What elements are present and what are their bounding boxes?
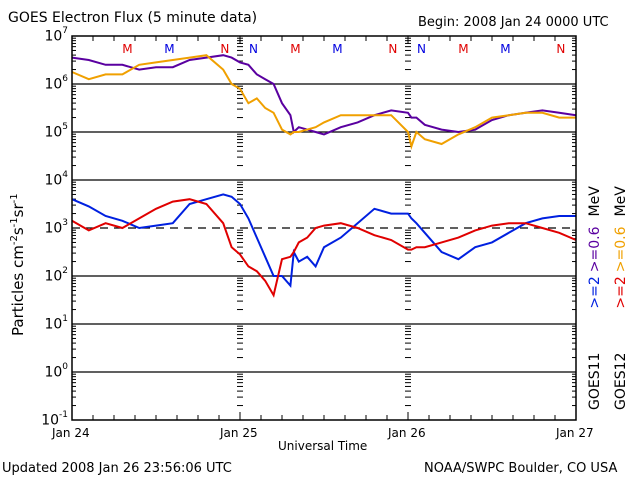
ylabel-exp1: -2 [9, 235, 20, 246]
mn-marker: M [122, 42, 132, 56]
mn-marker: M [500, 42, 510, 56]
x-tick-label: Jan 26 [388, 426, 426, 440]
mn-marker: M [164, 42, 174, 56]
y-tick-base: 10 [44, 268, 63, 285]
y-tick-label: 101 [34, 314, 68, 332]
legend-unit2: MeV [613, 186, 629, 217]
y-tick-label: 106 [34, 74, 68, 92]
y-tick-base: 10 [44, 220, 63, 237]
mn-marker: N [249, 42, 258, 56]
series-line [71, 193, 576, 288]
mn-marker: N [220, 42, 229, 56]
ylabel-exp2: -1 [9, 217, 20, 228]
mn-marker: N [417, 42, 426, 56]
plot-frame [71, 35, 577, 421]
y-axis-label: Particles cm-2s-1sr-1 [8, 193, 27, 336]
y-tick-base: 10 [41, 412, 60, 429]
y-tick-label: 102 [34, 266, 68, 284]
mn-marker: M [458, 42, 468, 56]
y-tick-exp: 7 [62, 26, 68, 36]
legend-goes12-lo: >=0.6 [613, 226, 629, 273]
y-tick-label: 107 [34, 26, 68, 44]
chart-subtitle: Begin: 2008 Jan 24 0000 UTC [418, 15, 609, 30]
legend-goes11-lo: >=0.6 [587, 226, 603, 273]
y-tick-label: 104 [34, 170, 68, 188]
x-tick-label: Jan 27 [556, 426, 594, 440]
y-tick-exp: 3 [62, 218, 68, 228]
series-line [71, 54, 576, 150]
credit-text: NOAA/SWPC Boulder, CO USA [424, 461, 618, 476]
x-tick-label: Jan 24 [52, 426, 90, 440]
mn-marker: M [332, 42, 342, 56]
mn-marker: N [556, 42, 565, 56]
y-tick-base: 10 [44, 364, 63, 381]
chart-title: GOES Electron Flux (5 minute data) [8, 10, 258, 26]
y-tick-exp: 5 [62, 122, 68, 132]
series-line [71, 198, 577, 298]
y-tick-exp: 2 [62, 266, 68, 276]
y-tick-base: 10 [44, 76, 63, 93]
y-tick-exp: 6 [62, 74, 68, 84]
y-tick-label: 105 [34, 122, 68, 140]
y-tick-base: 10 [44, 28, 63, 45]
y-tick-base: 10 [44, 172, 63, 189]
y-tick-exp: 1 [62, 314, 68, 324]
y-tick-label: 10-1 [34, 410, 68, 428]
ylabel-text3: sr [9, 203, 27, 218]
ylabel-exp3: -1 [9, 193, 20, 204]
ylabel-text: Particles cm [9, 245, 27, 336]
mn-marker: M [290, 42, 300, 56]
legend-unit1: MeV [587, 186, 603, 217]
legend-goes11-sat: GOES11 [587, 352, 603, 410]
y-tick-exp: -1 [59, 410, 68, 420]
y-tick-label: 100 [34, 362, 68, 380]
legend-goes11-hi: >=2 [587, 276, 603, 309]
updated-timestamp: Updated 2008 Jan 26 23:56:06 UTC [2, 461, 232, 476]
ylabel-text2: s [9, 227, 27, 236]
y-tick-base: 10 [44, 316, 63, 333]
legend-goes11: GOES11 >=2 >=0.6 MeV [587, 186, 603, 410]
mn-marker: N [388, 42, 397, 56]
y-tick-label: 103 [34, 218, 68, 236]
legend-goes12-sat: GOES12 [613, 352, 629, 410]
legend-goes12-hi: >=2 [613, 276, 629, 309]
y-tick-base: 10 [44, 124, 63, 141]
y-tick-exp: 4 [62, 170, 68, 180]
legend-goes12: GOES12 >=2 >=0.6 MeV [613, 186, 629, 410]
y-tick-exp: 0 [62, 362, 68, 372]
x-tick-label: Jan 25 [220, 426, 258, 440]
x-axis-label: Universal Time [278, 439, 368, 453]
